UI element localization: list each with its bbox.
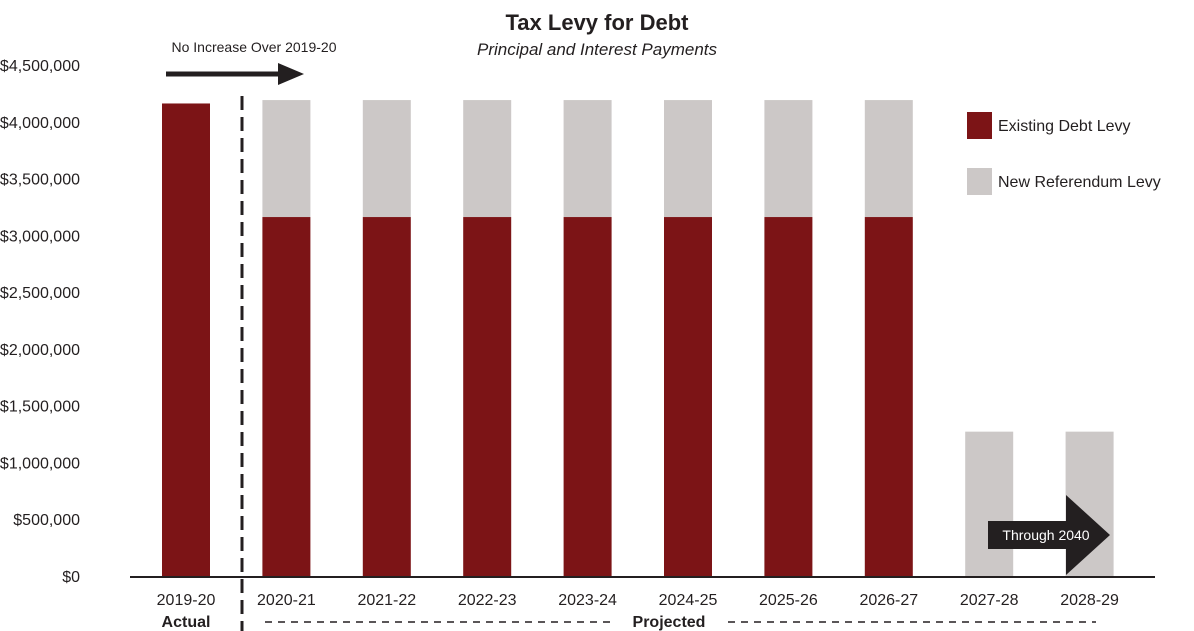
x-tick-label: 2023-24 <box>558 592 617 609</box>
x-tick-label: 2021-22 <box>357 592 416 609</box>
legend: Existing Debt Levy New Referendum Levy <box>967 112 1161 195</box>
bar-existing-2022-23 <box>463 217 512 578</box>
no-increase-annotation: No Increase Over 2019-20 <box>172 39 337 55</box>
y-tick-label: $4,500,000 <box>0 58 80 75</box>
x-tick-label: 2025-26 <box>759 592 818 609</box>
x-tick-label: 2026-27 <box>859 592 918 609</box>
bar-referendum-2024-25 <box>664 100 712 218</box>
bar-existing-2023-24 <box>563 217 612 578</box>
x-tick-label: 2019-20 <box>157 592 216 609</box>
bar-existing-2019-20 <box>162 103 210 578</box>
y-tick-label: $4,000,000 <box>0 115 80 132</box>
bar-existing-2024-25 <box>664 217 712 578</box>
through-annotation: Through 2040 <box>1002 527 1089 543</box>
y-tick-label: $0 <box>62 569 80 586</box>
y-tick-label: $2,000,000 <box>0 342 80 359</box>
group-label-actual: Actual <box>162 614 211 631</box>
y-tick-label: $1,000,000 <box>0 455 80 472</box>
chart-title: Tax Levy for Debt <box>505 10 689 35</box>
legend-swatch-existing <box>967 112 992 139</box>
x-tick-label: 2020-21 <box>257 592 316 609</box>
right-arrow-icon <box>166 63 304 85</box>
y-tick-label: $3,000,000 <box>0 228 80 245</box>
bar-existing-2026-27 <box>864 217 913 578</box>
bar-existing-2021-22 <box>362 217 411 578</box>
legend-label-referendum: New Referendum Levy <box>998 174 1161 191</box>
x-tick-label: 2027-28 <box>960 592 1019 609</box>
legend-swatch-referendum <box>967 168 992 195</box>
x-tick-label: 2028-29 <box>1060 592 1119 609</box>
bar-referendum-2020-21 <box>262 100 311 218</box>
bar-referendum-2022-23 <box>463 100 512 218</box>
bar-referendum-2027-28 <box>965 431 1014 577</box>
bar-referendum-2025-26 <box>764 100 813 218</box>
group-label-projected: Projected <box>633 614 706 631</box>
y-tick-label: $500,000 <box>13 512 80 529</box>
x-tick-label: 2022-23 <box>458 592 517 609</box>
bar-referendum-2026-27 <box>864 100 913 218</box>
y-tick-label: $2,500,000 <box>0 285 80 302</box>
bar-referendum-2021-22 <box>362 100 411 218</box>
chart-subtitle: Principal and Interest Payments <box>476 40 717 59</box>
y-tick-label: $3,500,000 <box>0 172 80 189</box>
x-tick-label: 2024-25 <box>659 592 718 609</box>
y-axis: $0 $500,000 $1,000,000 $1,500,000 $2,000,000… <box>0 58 80 586</box>
bar-existing-2020-21 <box>262 217 311 578</box>
bar-referendum-2023-24 <box>563 100 612 218</box>
bars <box>162 100 1114 578</box>
y-tick-label: $1,500,000 <box>0 399 80 416</box>
x-axis: 2019-20 2020-21 2021-22 2022-23 2023-24 2024-… <box>157 592 1119 609</box>
bar-existing-2025-26 <box>764 217 813 578</box>
legend-label-existing: Existing Debt Levy <box>998 118 1131 135</box>
through-arrow-icon <box>988 495 1110 575</box>
